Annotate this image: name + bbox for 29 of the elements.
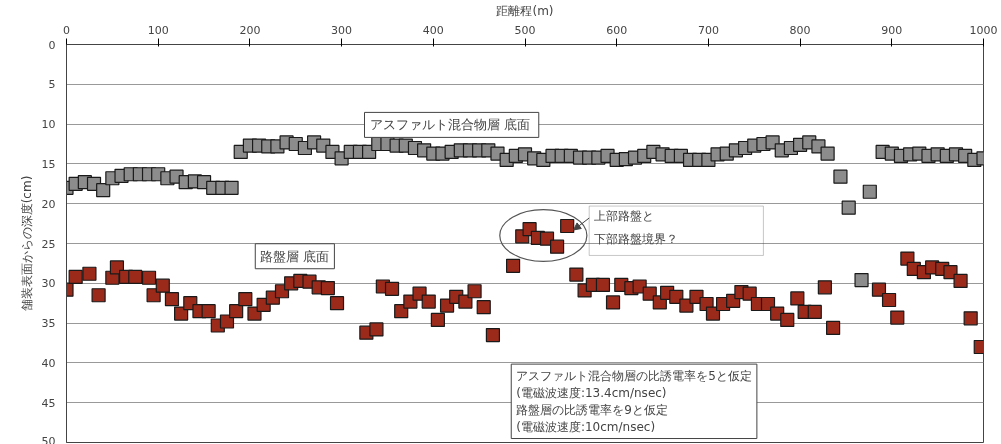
y-tick-label: 25 bbox=[41, 237, 56, 251]
x-tick-label: 200 bbox=[239, 23, 261, 37]
x-tick-label: 100 bbox=[147, 23, 169, 37]
x-axis-title: 距離程(m) bbox=[496, 3, 554, 18]
y-axis-title: 舗装表面からの深度(cm) bbox=[19, 175, 34, 312]
x-tick-label: 0 bbox=[63, 23, 70, 37]
x-tick-label: 400 bbox=[422, 23, 444, 37]
y-tick-label: 40 bbox=[41, 356, 56, 370]
annotation: アスファルト混合物層の比誘電率を5と仮定 (電磁波速度:13.4cm/nsec) 路盤層の比誘電率を9と仮定 (電磁波速度:10cm/nsec) bbox=[516, 369, 752, 434]
x-tick-label: 600 bbox=[606, 23, 628, 37]
y-tick-label: 20 bbox=[41, 197, 56, 211]
y-tick-label: 0 bbox=[48, 38, 56, 52]
y-tick-label: 10 bbox=[41, 118, 56, 132]
x-tick-label: 700 bbox=[697, 23, 719, 37]
annotation: 上部路盤と bbox=[593, 209, 654, 224]
y-tick-label: 5 bbox=[48, 78, 56, 92]
x-tick-label: 1000 bbox=[969, 23, 998, 37]
y-tick-label: 35 bbox=[41, 317, 56, 331]
annotation: 路盤層 底面 bbox=[260, 248, 330, 264]
x-tick-label: 500 bbox=[514, 23, 536, 37]
y-tick-label: 45 bbox=[41, 396, 56, 410]
x-tick-label: 800 bbox=[789, 23, 811, 37]
annotation: 下部路盤境界？ bbox=[593, 231, 678, 246]
y-tick-label: 30 bbox=[41, 277, 56, 291]
annotation: アスファルト混合物層 底面 bbox=[369, 117, 530, 133]
y-tick-label: 15 bbox=[41, 157, 56, 171]
x-tick-label: 300 bbox=[331, 23, 353, 37]
y-tick-label: 50 bbox=[41, 434, 56, 444]
x-tick-label: 900 bbox=[881, 23, 903, 37]
